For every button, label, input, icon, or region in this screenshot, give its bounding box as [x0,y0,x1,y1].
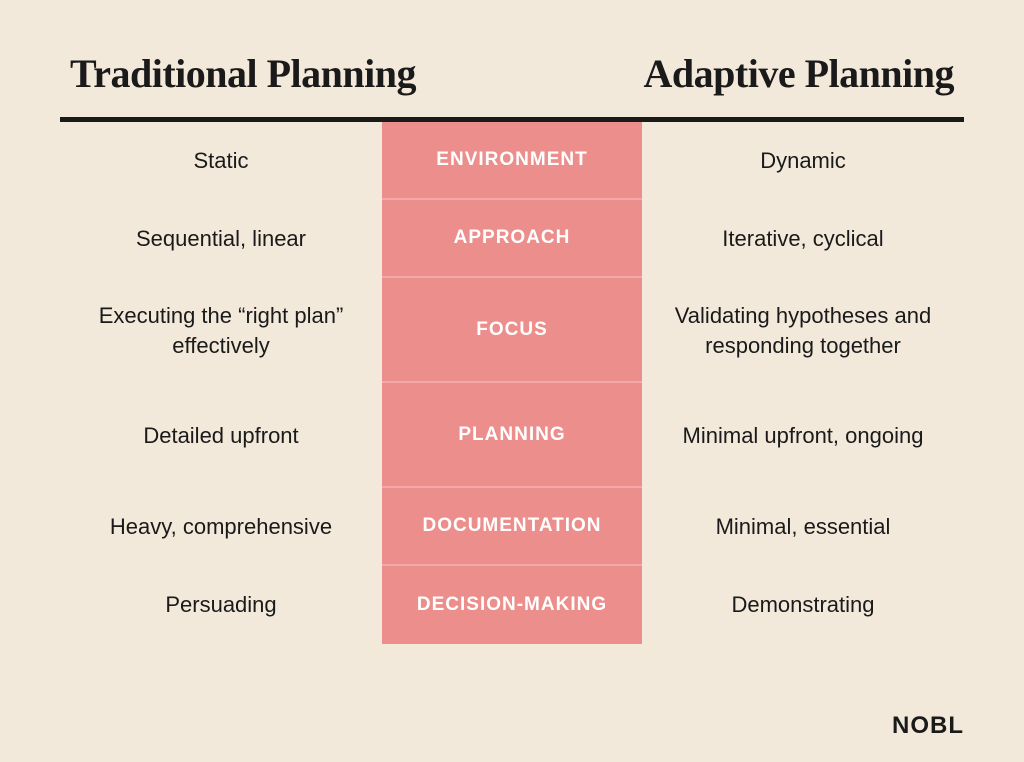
brand-logo: NOBL [892,712,964,740]
table-row: Persuading DECISION-MAKING Demonstrating [60,566,964,644]
table-row: Static ENVIRONMENT Dynamic [60,122,964,200]
table-row: Sequential, linear APPROACH Iterative, c… [60,200,964,278]
adaptive-cell: Dynamic [642,122,964,200]
adaptive-cell: Minimal, essential [642,488,964,566]
table-row: Detailed upfront PLANNING Minimal upfron… [60,383,964,488]
category-cell: ENVIRONMENT [382,122,642,200]
comparison-table: Static ENVIRONMENT Dynamic Sequential, l… [60,122,964,644]
traditional-cell: Detailed upfront [60,383,382,488]
traditional-cell: Heavy, comprehensive [60,488,382,566]
category-cell: PLANNING [382,383,642,488]
table-row: Executing the “right plan” effectively F… [60,278,964,383]
category-cell: DECISION-MAKING [382,566,642,644]
header-right-title: Adaptive Planning [644,50,954,97]
traditional-cell: Executing the “right plan” effectively [60,278,382,383]
adaptive-cell: Iterative, cyclical [642,200,964,278]
adaptive-cell: Minimal upfront, ongoing [642,383,964,488]
traditional-cell: Persuading [60,566,382,644]
adaptive-cell: Validating hypotheses and responding tog… [642,278,964,383]
table-row: Heavy, comprehensive DOCUMENTATION Minim… [60,488,964,566]
traditional-cell: Static [60,122,382,200]
header-row: Traditional Planning Adaptive Planning [60,50,964,117]
adaptive-cell: Demonstrating [642,566,964,644]
header-left-title: Traditional Planning [70,50,416,97]
category-cell: DOCUMENTATION [382,488,642,566]
traditional-cell: Sequential, linear [60,200,382,278]
category-cell: FOCUS [382,278,642,383]
category-cell: APPROACH [382,200,642,278]
